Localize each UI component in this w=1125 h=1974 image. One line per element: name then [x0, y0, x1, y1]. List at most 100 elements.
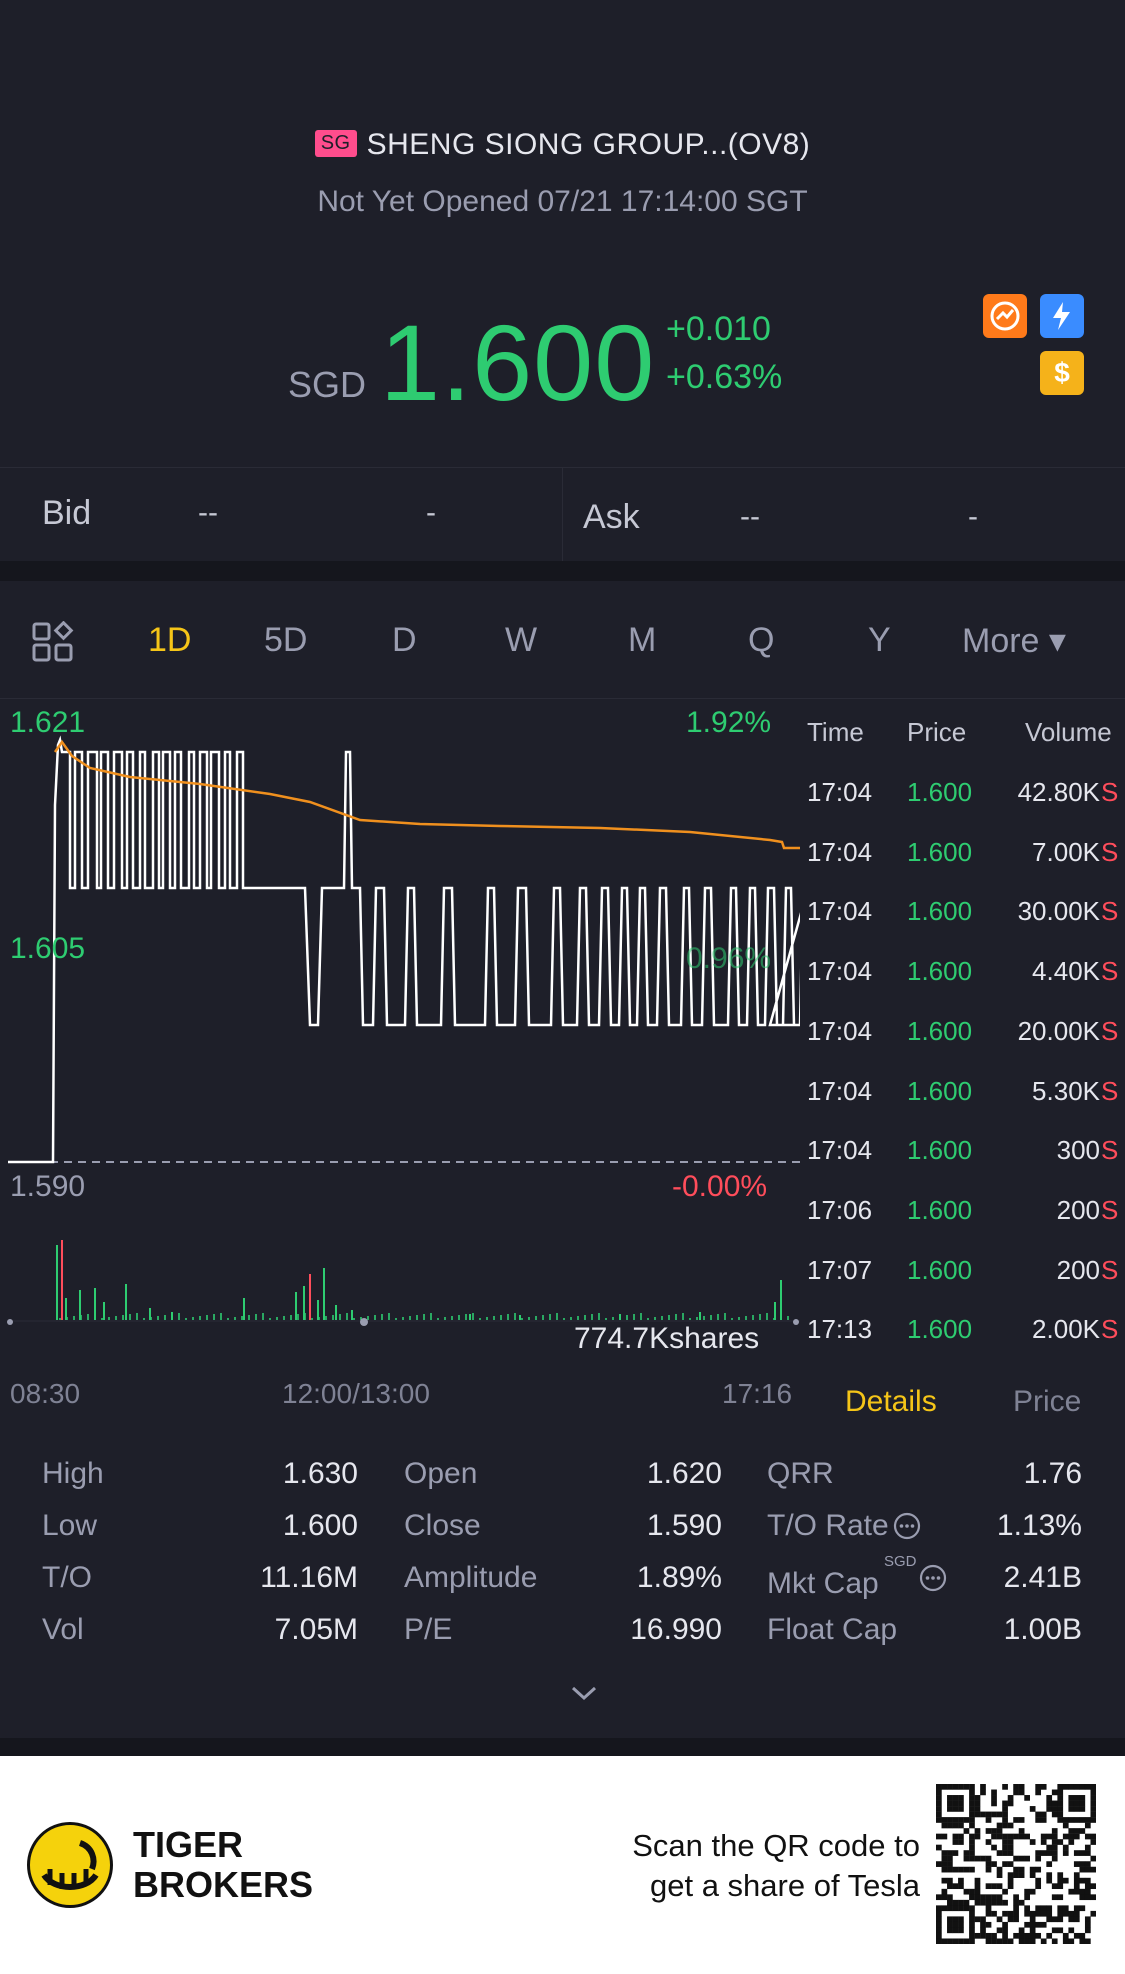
qr-module	[1079, 1828, 1086, 1834]
qr-module	[1084, 1822, 1091, 1829]
qr-module	[991, 1811, 997, 1818]
tab-month[interactable]: M	[628, 621, 657, 659]
qr-module	[1051, 1806, 1058, 1812]
qr-module	[980, 1894, 986, 1901]
stat-value: 1.00B	[1003, 1613, 1082, 1646]
stat-label: Vol	[42, 1613, 84, 1646]
qr-module	[1079, 1866, 1086, 1873]
bid-price: --	[198, 496, 218, 529]
market-status: Not Yet Opened 07/21 17:14:00 SGT	[317, 185, 808, 218]
mktcap-unit: SGD	[884, 1553, 917, 1570]
intraday-chart[interactable]: 1.621 1.92% 1.605 0.96% 1.590 -0.00% 774…	[0, 700, 810, 1380]
qr-module	[947, 1927, 953, 1934]
info-icon[interactable]	[892, 1511, 922, 1546]
qr-module	[980, 1899, 986, 1906]
qr-module	[1035, 1921, 1042, 1928]
qr-module	[1051, 1800, 1058, 1807]
qr-module	[985, 1883, 992, 1890]
qr-module	[985, 1839, 992, 1845]
qr-module	[1090, 1855, 1096, 1862]
qr-module	[1057, 1910, 1064, 1917]
trade-side: S	[1101, 896, 1119, 927]
qr-module	[1079, 1784, 1086, 1790]
qr-module	[1057, 1795, 1064, 1801]
qr-module	[996, 1872, 1003, 1878]
qr-module	[1018, 1784, 1025, 1790]
qr-module	[985, 1894, 992, 1901]
trade-icon[interactable]	[983, 294, 1027, 338]
qr-module	[1018, 1932, 1025, 1939]
qr-module	[947, 1916, 953, 1923]
qr-module	[1090, 1811, 1096, 1818]
qr-module	[1007, 1833, 1014, 1840]
qr-module	[1007, 1872, 1014, 1878]
qr-module	[1013, 1899, 1019, 1906]
qr-module	[952, 1899, 959, 1906]
qr-module	[980, 1789, 986, 1796]
tab-price[interactable]: Price	[1013, 1385, 1082, 1418]
qr-module	[1057, 1883, 1064, 1890]
qr-module	[1035, 1877, 1042, 1884]
tab-year[interactable]: Y	[868, 621, 891, 659]
qr-module	[1079, 1800, 1086, 1807]
tab-5d[interactable]: 5D	[264, 621, 308, 659]
qr-module	[1024, 1833, 1030, 1840]
share-footer: TIGER BROKERS Scan the QR code to get a …	[0, 1756, 1125, 1974]
trade-time: 17:04	[807, 1135, 873, 1166]
qr-module	[958, 1921, 964, 1928]
tab-week[interactable]: W	[505, 621, 538, 659]
trade-side: S	[1101, 1135, 1119, 1166]
tab-more[interactable]: More ▾	[962, 622, 1066, 660]
qr-module	[936, 1817, 942, 1823]
promo-line-2: get a share of Tesla	[650, 1868, 920, 1903]
qr-module	[969, 1784, 975, 1790]
qr-module	[991, 1910, 997, 1917]
trade-time: 17:07	[807, 1254, 873, 1285]
y-label-low: 1.590	[10, 1170, 86, 1203]
expand-chevron-icon[interactable]	[568, 1682, 600, 1709]
qr-module	[1007, 1839, 1014, 1845]
qr-module	[1051, 1828, 1058, 1834]
qr-module	[974, 1894, 981, 1901]
qr-module	[969, 1921, 975, 1928]
tab-day[interactable]: D	[392, 621, 417, 659]
qr-module	[1073, 1910, 1080, 1917]
trade-price: 1.600	[907, 1254, 973, 1285]
qr-module	[1079, 1817, 1086, 1823]
tab-quarter[interactable]: Q	[748, 621, 775, 659]
qr-module	[963, 1905, 970, 1912]
qr-module	[1068, 1910, 1075, 1917]
dollar-icon[interactable]: $	[1040, 351, 1084, 395]
axis-dot	[7, 1319, 13, 1325]
tab-1d[interactable]: 1D	[148, 621, 192, 659]
period-tabs: 1D 5D D W M Q Y More ▾	[0, 581, 1125, 699]
qr-module	[1073, 1784, 1080, 1790]
qr-module	[1046, 1916, 1053, 1923]
currency-label: SGD	[288, 364, 367, 405]
qr-module	[985, 1861, 992, 1867]
qr-module	[1035, 1817, 1042, 1823]
stat-label: Amplitude	[404, 1561, 538, 1594]
qr-module	[936, 1905, 942, 1912]
qr-module	[1007, 1822, 1014, 1829]
qr-module	[941, 1817, 948, 1823]
qr-module	[952, 1839, 959, 1845]
qr-module	[1013, 1833, 1019, 1840]
qr-module	[1029, 1927, 1036, 1934]
bid-size: -	[426, 496, 436, 529]
qr-module	[1051, 1844, 1058, 1851]
qr-module	[1029, 1938, 1036, 1944]
stat-label: P/E	[404, 1613, 453, 1646]
qr-module	[991, 1833, 997, 1840]
chart-layout-icon[interactable]	[32, 620, 74, 668]
lightning-level-icon[interactable]	[1040, 294, 1084, 338]
qr-module	[985, 1899, 992, 1906]
qr-module	[1073, 1883, 1080, 1890]
qr-module	[1090, 1833, 1096, 1840]
tab-details[interactable]: Details	[845, 1385, 937, 1418]
qr-module	[996, 1850, 1003, 1856]
info-icon[interactable]	[918, 1563, 948, 1598]
qr-module	[980, 1855, 986, 1862]
qr-module	[1018, 1927, 1025, 1934]
qr-module	[1046, 1833, 1053, 1840]
